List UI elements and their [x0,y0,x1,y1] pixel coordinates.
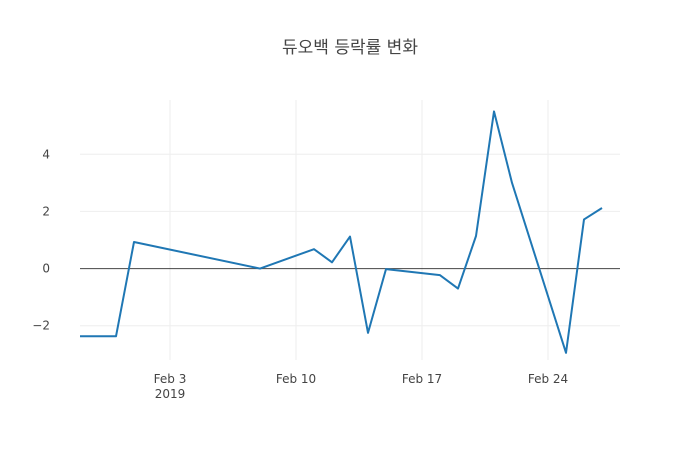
y-tick-label: 2 [42,204,50,218]
series-line [80,110,603,354]
x-gridlines [169,100,549,360]
y-tick-label: −2 [32,319,50,333]
chart-title: 듀오백 등락률 변화 [282,38,418,58]
y-tick-labels: −2 0 2 4 [32,147,50,332]
y-tick-label: 0 [42,262,50,276]
series-lines [80,110,603,354]
x-tick-label: Feb 10 [276,372,316,386]
x-tick-label: Feb 24 [528,372,568,386]
x-tick-label: Feb 3 [154,372,187,386]
y-gridlines [80,153,620,327]
x-tick-sublabel: 2019 [155,387,186,401]
y-tick-label: 4 [42,147,50,161]
x-tick-label: Feb 17 [402,372,442,386]
